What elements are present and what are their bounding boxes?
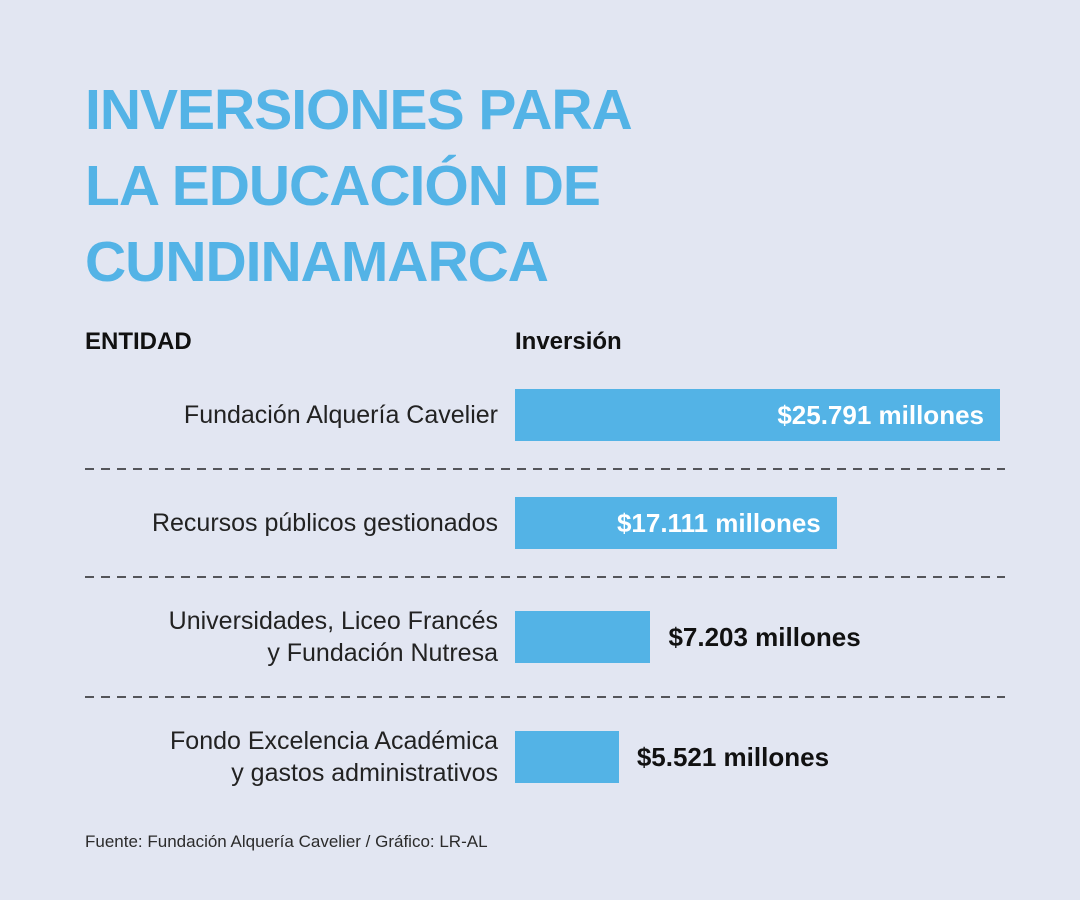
dashed-separator xyxy=(85,468,1005,470)
row-label: Fundación Alquería Cavelier xyxy=(183,401,498,429)
bar-value-label: $5.521 millones xyxy=(636,741,830,772)
bar xyxy=(515,731,619,783)
bar-cell: $5.521 millones xyxy=(515,731,1000,783)
dashed-separator xyxy=(85,576,1005,578)
row-label: Fondo Excelencia Académica y gastos admi… xyxy=(170,727,498,787)
investment-column-header: Inversión xyxy=(515,328,622,355)
column-headers: ENTIDAD Inversión xyxy=(85,328,1000,356)
row-label: Recursos públicos gestionados xyxy=(151,509,498,537)
bar-cell: $25.791 millones xyxy=(515,389,1000,441)
bar-cell: $7.203 millones xyxy=(515,611,1000,663)
bar: $25.791 millones xyxy=(515,389,1000,441)
chart-row: Fundación Alquería Cavelier $25.791 mill… xyxy=(85,362,1000,468)
bar-cell: $17.111 millones xyxy=(515,497,1000,549)
chart-row: Fondo Excelencia Académica y gastos admi… xyxy=(85,698,1000,816)
bar-value-label: $25.791 millones xyxy=(777,399,984,430)
chart-row: Universidades, Liceo Francés y Fundación… xyxy=(85,578,1000,696)
chart-title: INVERSIONES PARA LA EDUCACIÓN DE CUNDINA… xyxy=(85,78,633,294)
source-credit: Fuente: Fundación Alquería Cavelier / Gr… xyxy=(85,832,488,851)
entity-column-header: ENTIDAD xyxy=(85,328,192,355)
bar-value-label: $7.203 millones xyxy=(668,621,861,652)
bar-value-label: $17.111 millones xyxy=(616,507,821,538)
row-label: Universidades, Liceo Francés y Fundación… xyxy=(168,607,498,667)
chart-row: Recursos públicos gestionados $17.111 mi… xyxy=(85,470,1000,576)
bar xyxy=(515,611,651,663)
dashed-separator xyxy=(85,696,1005,698)
bar: $17.111 millones xyxy=(515,497,837,549)
